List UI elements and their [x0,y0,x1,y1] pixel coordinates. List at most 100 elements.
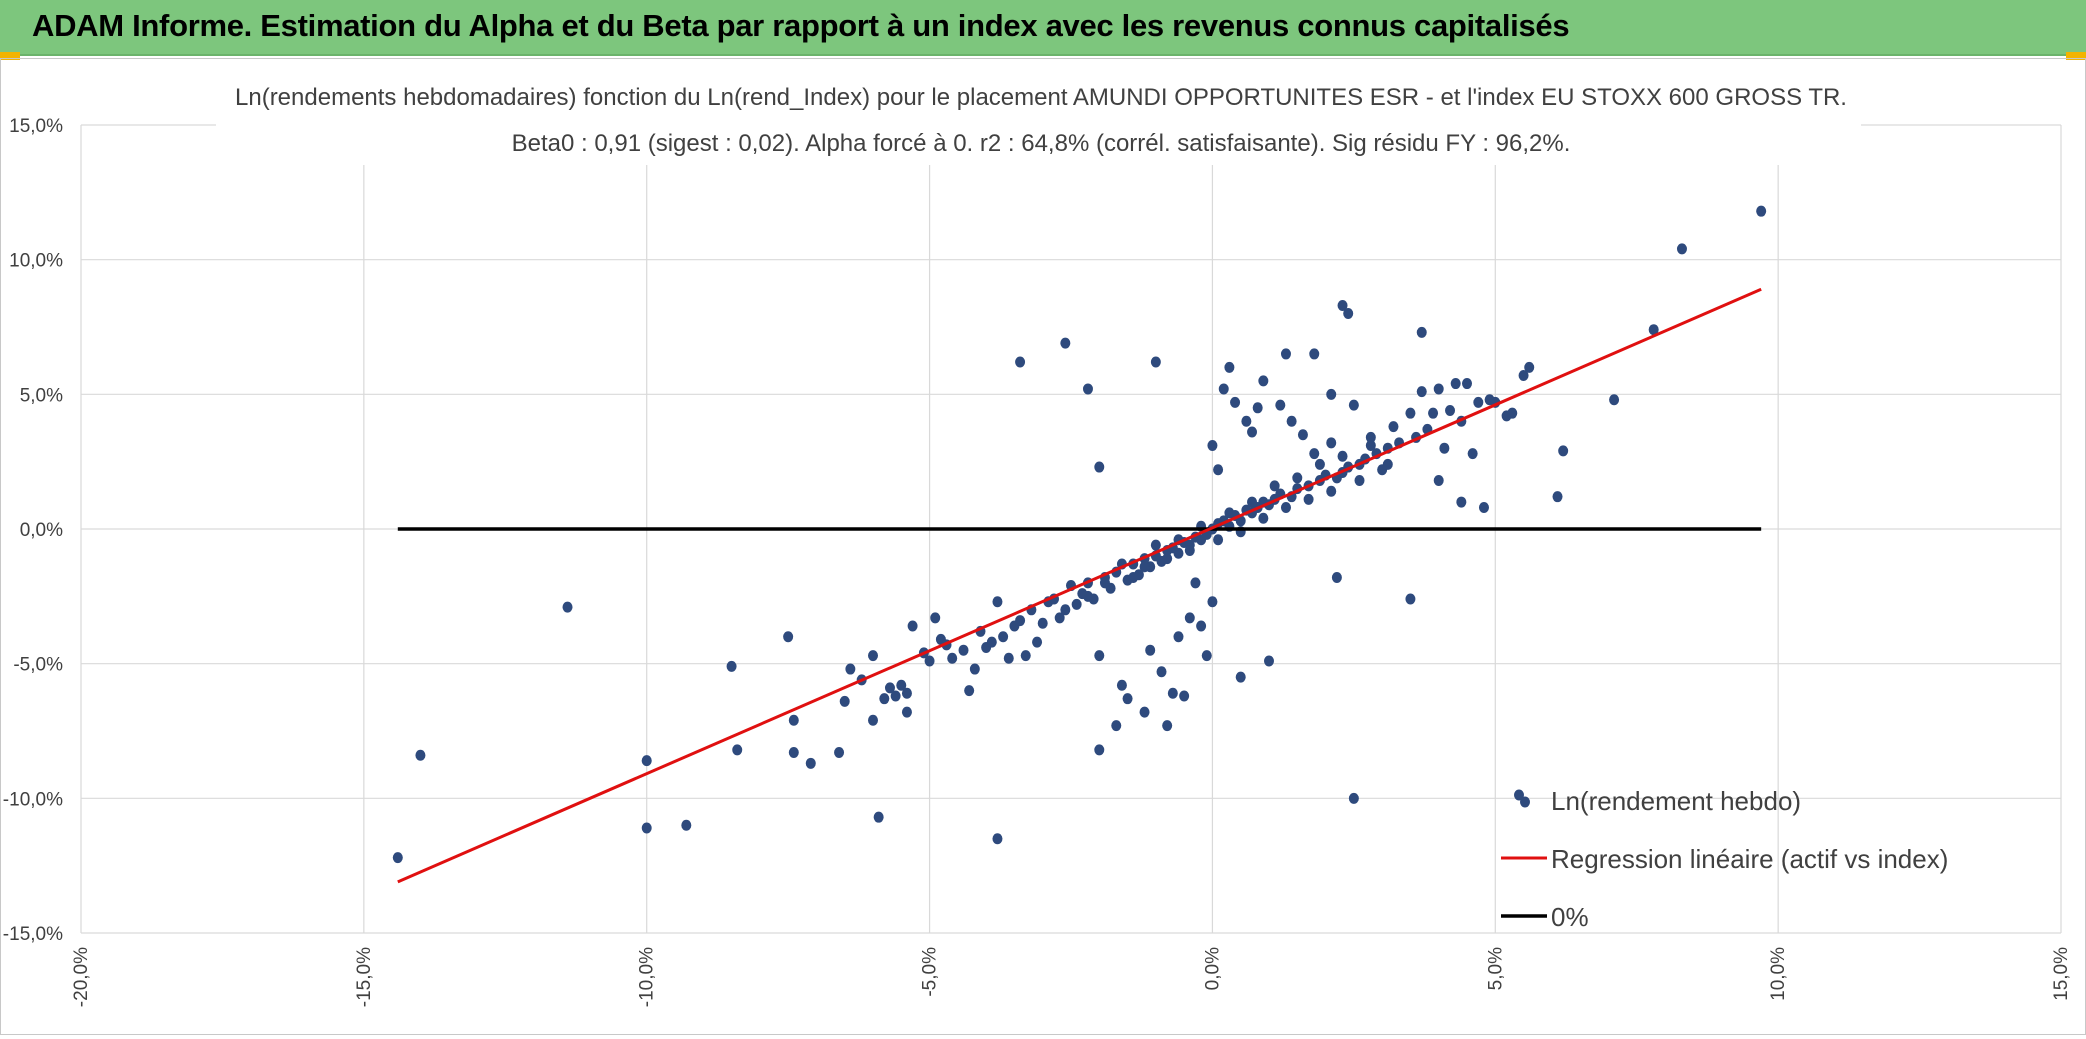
data-point [1060,604,1071,616]
data-point [1337,450,1348,462]
x-tick-label: -5,0% [920,947,941,997]
data-point [1433,475,1444,487]
data-point [1331,571,1342,583]
legend: Ln(rendement hebdo) Regression linéaire (… [1501,786,1948,932]
y-tick-label: -10,0% [3,789,63,810]
data-point [1365,440,1376,452]
data-point [834,747,845,759]
data-point [732,744,743,756]
data-point [924,655,935,667]
data-point [1405,407,1416,419]
data-point [1015,615,1026,627]
y-tick-label: 10,0% [9,251,63,272]
y-tick-label: -5,0% [13,655,63,676]
data-point [1060,337,1071,349]
y-tick-label: 5,0% [20,385,63,406]
data-point [907,620,918,632]
data-point [890,690,901,702]
legend-label: Ln(rendement hebdo) [1551,786,1801,816]
data-points [392,205,1767,864]
axes: 15,0% 10,0% 5,0% 0,0% -5,0% -10,0% -15,0% -20,0… [3,116,2072,1007]
data-point [1111,720,1122,732]
data-point [1348,399,1359,411]
chart-title-line-1: Ln(rendements hebdomadaires) fonction du… [235,84,1847,111]
data-point [1337,299,1348,311]
x-tick-label: 10,0% [1768,947,1789,1001]
data-point [1094,461,1105,473]
x-tick-label: 15,0% [2051,947,2072,1001]
data-point [1292,472,1303,484]
data-point [1156,666,1167,678]
data-point [1343,308,1354,320]
data-point [415,749,426,761]
data-point [1190,577,1201,589]
data-point [1071,598,1082,610]
data-point [1179,690,1190,702]
data-point [1280,348,1291,360]
data-point [1354,475,1365,487]
data-point [1416,386,1427,398]
data-point [879,693,890,705]
data-point [1139,706,1150,718]
data-point [1456,496,1467,508]
title-banner: ADAM Informe. Estimation du Alpha et du … [0,0,2086,56]
chart-title-line-2: Beta0 : 0,91 (sigest : 0,02). Alpha forc… [512,130,1571,157]
x-tick-label: -15,0% [354,947,375,1007]
data-point [392,852,403,864]
data-point [1326,485,1337,497]
data-point [1054,612,1065,624]
data-point [1445,404,1456,416]
data-point [1241,415,1252,427]
data-point [1467,448,1478,460]
data-point [1094,650,1105,662]
data-point [1173,547,1184,559]
data-point [992,596,1003,608]
data-point [1207,596,1218,608]
data-point [788,747,799,759]
title-backdrop [216,71,1861,165]
data-point [1439,442,1450,454]
data-point [1524,361,1535,373]
data-point [1462,378,1472,390]
legend-label: 0% [1551,902,1589,932]
legend-marker-scatter [1520,796,1530,808]
data-point [1224,361,1235,373]
data-point [1145,644,1156,656]
data-point [1116,679,1127,691]
data-point [1518,369,1529,381]
data-point [1082,383,1093,395]
data-point [1122,693,1133,705]
data-point [681,819,692,831]
scatter-chart: 15,0% 10,0% 5,0% 0,0% -5,0% -10,0% -15,0% -20,0… [3,71,2072,1007]
data-point [1207,440,1218,452]
data-point [1015,356,1026,368]
data-point [1252,402,1263,414]
data-point [1201,650,1212,662]
data-point [1264,655,1274,667]
corner-marker-right [2066,52,2086,60]
data-point [986,636,997,648]
data-point [1428,407,1439,419]
data-point [1609,394,1620,406]
data-point [1184,612,1195,624]
data-point [1756,205,1767,217]
data-point [964,685,975,697]
data-point [1309,448,1320,460]
data-point [1258,375,1269,387]
y-tick-label: -15,0% [3,924,63,945]
x-tick-label: -20,0% [71,947,92,1007]
data-point [1037,617,1048,629]
data-point [1213,464,1224,476]
data-point [1275,399,1286,411]
data-point [1365,431,1376,443]
data-point [1450,378,1461,390]
data-point [839,695,850,707]
data-point [1552,491,1563,503]
data-point [805,757,816,769]
y-tick-label: 15,0% [9,116,63,137]
data-point [1218,383,1229,395]
data-point [1128,571,1139,583]
data-point [1648,324,1659,336]
data-point [845,663,856,675]
data-point [868,650,878,662]
